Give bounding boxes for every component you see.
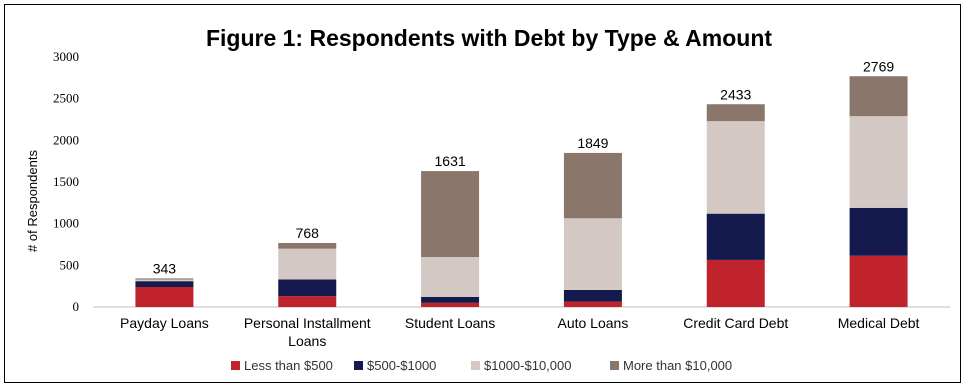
- total-label: 343: [153, 260, 177, 276]
- total-label: 1631: [435, 153, 466, 169]
- x-tick-label: Medical Debt: [838, 315, 920, 331]
- x-tick-label: Payday Loans: [120, 315, 209, 331]
- legend-swatch: [231, 361, 240, 370]
- bar-segment: [421, 257, 480, 297]
- bar-stack: [563, 152, 622, 307]
- bar-segment: [421, 171, 480, 257]
- bar-segment: [706, 104, 765, 122]
- y-tick-label: 0: [73, 299, 80, 314]
- y-tick-label: 500: [60, 257, 80, 272]
- bar-segment: [278, 279, 337, 297]
- x-tick-label: Student Loans: [405, 315, 495, 331]
- stacked-bar-chart: Figure 1: Respondents with Debt by Type …: [25, 25, 950, 373]
- bar-segment: [563, 152, 622, 219]
- bar-segment: [706, 121, 765, 214]
- bar-segment: [706, 259, 765, 307]
- legend-item: Less than $500: [231, 358, 333, 373]
- legend: Less than $500 $500-$1000 $1000-$10,000 Mor…: [231, 358, 732, 373]
- chart-title: Figure 1: Respondents with Debt by Type …: [206, 25, 772, 51]
- y-tick-label: 1000: [53, 216, 79, 231]
- chart-frame: Figure 1: Respondents with Debt by Type …: [4, 4, 961, 383]
- bar-segment: [135, 281, 194, 287]
- legend-label: More than $10,000: [623, 358, 732, 373]
- bar-segment: [135, 279, 194, 282]
- legend-label: $500-$1000: [367, 358, 436, 373]
- legend-swatch: [610, 361, 619, 370]
- total-label: 1849: [577, 135, 608, 151]
- bar-segment: [563, 218, 622, 290]
- total-label: 768: [296, 225, 320, 241]
- legend-label: Less than $500: [244, 358, 333, 373]
- x-tick-label: Auto Loans: [557, 315, 628, 331]
- bar-segment: [135, 278, 194, 280]
- bar-segment: [849, 207, 908, 256]
- bar-segment: [563, 301, 622, 307]
- bar-stack: [849, 76, 908, 307]
- legend-swatch: [471, 361, 480, 370]
- bar-segment: [849, 116, 908, 208]
- total-labels: 343 768 1631 1849 2433 2769: [153, 58, 895, 276]
- y-tick-label: 2000: [53, 132, 79, 147]
- bar-segment: [135, 287, 194, 307]
- bar-segment: [563, 289, 622, 302]
- bar-stack: [135, 278, 194, 307]
- x-tick-label: Credit Card Debt: [683, 315, 788, 331]
- bar-stack: [706, 104, 765, 307]
- bar-segment: [706, 213, 765, 260]
- y-axis-ticks: 0 500 1000 1500 2000 2500 3000: [53, 49, 79, 314]
- bar-segment: [849, 255, 908, 307]
- total-label: 2769: [863, 58, 894, 74]
- y-tick-label: 2500: [53, 91, 79, 106]
- legend-label: $1000-$10,000: [484, 358, 571, 373]
- bar-stack: [278, 243, 337, 307]
- bar-segment: [278, 243, 337, 249]
- x-tick-label: Personal Installment: [244, 315, 371, 331]
- y-tick-label: 3000: [53, 49, 79, 64]
- bar-segment: [849, 76, 908, 117]
- y-axis-label: # of Respondents: [25, 150, 40, 252]
- bar-segment: [278, 296, 337, 307]
- bar-stack: [421, 171, 480, 307]
- x-tick-label: Loans: [288, 333, 326, 349]
- total-label: 2433: [720, 86, 751, 102]
- legend-item: $500-$1000: [354, 358, 436, 373]
- legend-swatch: [354, 361, 363, 370]
- bar-stacks: [135, 76, 908, 307]
- y-tick-label: 1500: [53, 174, 79, 189]
- x-axis-ticks: Payday Loans Personal Installment Loans Stu…: [120, 315, 919, 349]
- legend-item: More than $10,000: [610, 358, 732, 373]
- bar-segment: [421, 302, 480, 307]
- bar-segment: [278, 248, 337, 280]
- bar-segment: [421, 297, 480, 303]
- legend-item: $1000-$10,000: [471, 358, 571, 373]
